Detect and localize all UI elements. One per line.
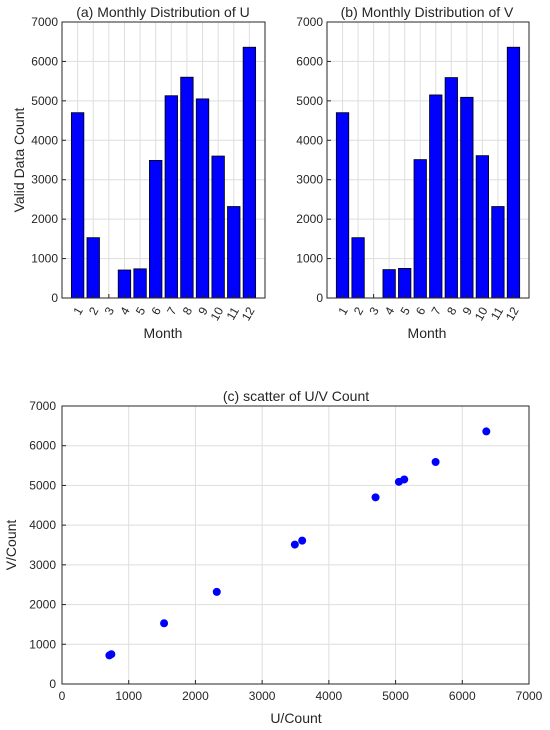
panel-c-xtick-label: 1000 [115,689,142,703]
panel-a-ytick-label: 1000 [31,252,58,266]
panel-a-bar [86,237,100,299]
panel-c-point [371,493,380,502]
panel-a-xtick-label: 5 [133,304,149,317]
panel-b-bar [475,155,489,299]
panel-c-ytick-label: 6000 [29,439,56,453]
panel-a-xtick-label: 8 [180,304,196,317]
panel-c-xtick-label: 7000 [516,689,543,703]
panel-a-bar [242,46,257,299]
panel-c-point [290,540,299,549]
panel-b-xtick-label: 7 [429,304,445,317]
panel-b-ytick-label: 2000 [296,212,323,226]
panel-b-bar [398,268,412,299]
panel-b-bar [413,159,427,299]
panel-c-ytick-label: 1000 [29,637,56,651]
panel-a-xtick-label: 1 [70,304,86,317]
panel-a-bar [227,206,241,299]
panel-b-xtick-label: 10 [472,304,491,323]
panel-c-xtick-label: 0 [59,689,66,703]
panel-b-xtick-label: 8 [444,304,460,317]
panel-c-ytick-label: 4000 [29,518,56,532]
panel-b-xtick-label: 4 [382,304,398,317]
panel-b-bar [491,206,505,299]
panel-a-bar [195,98,210,299]
panel-c-scatter: (c) scatter of U/V Count U/Count V/Count… [3,388,543,726]
panel-c-xlabel: U/Count [270,710,321,726]
panel-b-axes-box [326,21,530,299]
panel-b-bar [335,112,350,299]
panel-a-ytick-label: 4000 [31,133,58,147]
panel-c-axes-box [61,405,530,685]
panel-c-point [431,457,440,466]
panel-b-xtick-label: 2 [351,304,367,317]
panel-c-ytick-label: 2000 [29,598,56,612]
panel-b-bar [460,96,474,299]
panel-b-monthly-v: (b) Monthly Distribution of V Month 0 100… [296,4,530,341]
panel-a-bar [117,269,132,299]
panel-c-xtick-label: 4000 [316,689,343,703]
panel-a-xtick-label: 7 [164,304,180,317]
panel-b-bar [444,77,458,299]
panel-a-ytick-label: 0 [51,291,58,305]
panel-c-xtick-label: 2000 [182,689,209,703]
panel-b-bar [351,237,365,299]
panel-b-ytick-label: 4000 [296,133,323,147]
panel-c-ytick-label: 7000 [29,399,56,413]
panel-c-ytick-label: 0 [49,677,56,691]
panel-b-xtick-label: 3 [366,304,382,317]
panel-a-bar [164,95,178,299]
panel-a-xtick-label: 3 [102,304,118,317]
panel-c-point [212,587,221,596]
panel-a-ytick-label: 3000 [31,173,58,187]
panel-a-ytick-label: 5000 [31,94,58,108]
panel-a-ytick-label: 6000 [31,54,58,68]
panel-c-point [107,650,116,659]
panel-a-ylabel: Valid Data Count [11,107,27,212]
panel-a-ytick-label: 2000 [31,212,58,226]
panel-b-ytick-label: 3000 [296,173,323,187]
panel-a-xlabel: Month [144,325,183,341]
panel-b-xtick-label: 1 [335,304,351,317]
panel-c-ytick-label: 3000 [29,558,56,572]
panel-a-bar [149,159,163,299]
panel-a-xtick-label: 4 [117,304,133,317]
panel-c-point [298,536,307,545]
panel-a-xtick-label: 10 [208,304,227,323]
panel-b-bar [506,46,521,299]
panel-a-bar [211,155,225,299]
panel-c-xtick-label: 6000 [449,689,476,703]
panel-a-xtick-label: 2 [86,304,102,317]
panel-b-bar [382,269,396,299]
panel-a-axes-box [61,21,266,299]
panel-c-point [482,427,491,436]
panel-b-title: (b) Monthly Distribution of V [341,4,514,20]
panel-b-ytick-label: 7000 [296,15,323,29]
panel-a-bar [180,76,194,299]
panel-a-xtick-label: 12 [239,304,258,323]
panel-a-title: (a) Monthly Distribution of U [76,4,250,20]
panel-b-xlabel: Month [408,325,447,341]
panel-c-title: (c) scatter of U/V Count [223,388,369,404]
panel-a-ytick-label: 7000 [31,15,58,29]
panel-a-monthly-u: (a) Monthly Distribution of U Month Vali… [11,4,266,341]
panel-c-ytick-label: 5000 [29,478,56,492]
panel-b-xtick-label: 5 [397,304,413,317]
panel-b-bar [429,94,443,299]
panel-c-xtick-label: 5000 [382,689,409,703]
panel-b-ytick-label: 1000 [296,252,323,266]
panel-c-ylabel: V/Count [3,520,19,571]
panel-b-ytick-label: 6000 [296,54,323,68]
panel-a-bar [70,112,85,299]
panel-c-point [160,619,169,628]
panel-c-xtick-label: 3000 [249,689,276,703]
panel-b-xtick-label: 12 [503,304,522,323]
panel-b-ytick-label: 0 [316,291,323,305]
panel-b-xtick-label: 6 [413,304,429,317]
panel-a-xtick-label: 6 [148,304,164,317]
panel-b-ytick-label: 5000 [296,94,323,108]
panel-c-point [394,477,403,486]
panel-a-bar [133,268,147,299]
